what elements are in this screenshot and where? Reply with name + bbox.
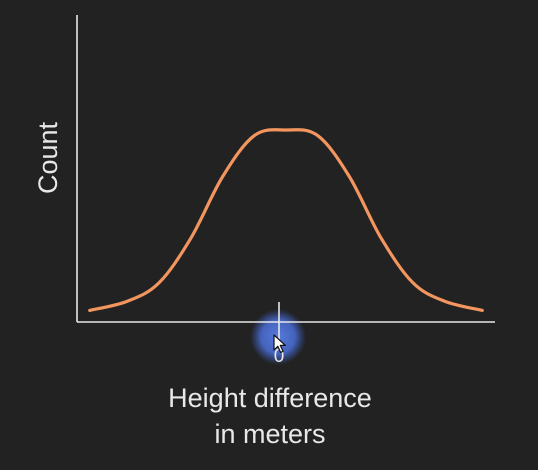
y-axis-label: Count [33,121,63,194]
x-axis-label-line-1: Height difference [168,383,372,413]
x-axis-label-line-2: in meters [214,419,325,449]
mouse-pointer-icon [273,334,286,353]
x-tick-label: 0 [274,346,285,367]
series-line [88,128,484,312]
click-highlight [250,309,306,365]
